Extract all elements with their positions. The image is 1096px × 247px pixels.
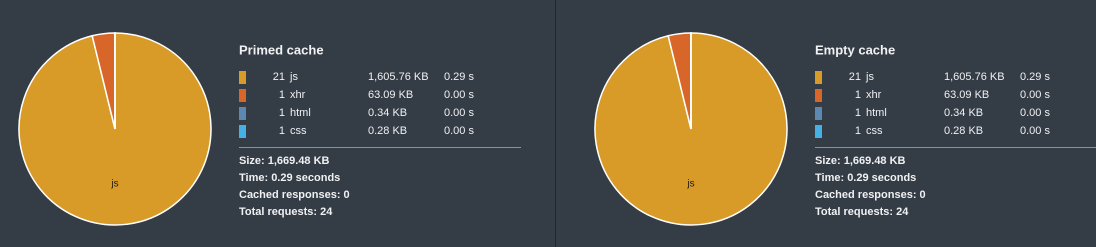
summary-line: Total requests: 24	[239, 206, 333, 218]
legend-type: css	[866, 125, 883, 137]
request-count: 21	[273, 71, 285, 83]
summary-line: Time: 0.29 seconds	[239, 172, 340, 184]
time-label: 0.00 s	[444, 107, 474, 119]
panel-title: Primed cache	[239, 42, 324, 57]
request-count: 1	[855, 125, 861, 137]
summary-line: Total requests: 24	[815, 206, 909, 218]
size-label: 63.09 KB	[368, 89, 413, 101]
summary-line: Cached responses: 0	[815, 189, 926, 201]
legend-type: js	[865, 71, 874, 83]
summary-line: Cached responses: 0	[239, 189, 350, 201]
summary-line: Time: 0.29 seconds	[815, 172, 916, 184]
pie-label: js	[110, 179, 118, 190]
time-label: 0.00 s	[444, 125, 474, 137]
summary-line: Size: 1,669.48 KB	[815, 155, 906, 167]
size-label: 1,605.76 KB	[944, 71, 1005, 83]
time-label: 0.00 s	[444, 89, 474, 101]
legend-swatch	[239, 125, 246, 138]
request-count: 1	[279, 89, 285, 101]
size-label: 0.34 KB	[368, 107, 407, 119]
pie-label: js	[686, 179, 694, 190]
size-label: 0.28 KB	[368, 125, 407, 137]
summary-line: Size: 1,669.48 KB	[239, 155, 330, 167]
request-count: 1	[855, 89, 861, 101]
size-label: 0.34 KB	[944, 107, 983, 119]
legend-type: html	[866, 107, 887, 119]
legend-swatch	[815, 125, 822, 138]
legend-swatch	[815, 89, 822, 102]
size-label: 1,605.76 KB	[368, 71, 429, 83]
request-count: 1	[855, 107, 861, 119]
legend-swatch	[815, 71, 822, 84]
size-label: 0.28 KB	[944, 125, 983, 137]
time-label: 0.00 s	[1020, 107, 1050, 119]
size-label: 63.09 KB	[944, 89, 989, 101]
time-label: 0.29 s	[1020, 71, 1050, 83]
legend-type: html	[290, 107, 311, 119]
legend-swatch	[239, 89, 246, 102]
legend-type: xhr	[290, 89, 306, 101]
legend-swatch	[815, 107, 822, 120]
legend-type: css	[290, 125, 307, 137]
panel-title: Empty cache	[815, 42, 895, 57]
request-count: 1	[279, 125, 285, 137]
legend-type: xhr	[866, 89, 882, 101]
time-label: 0.00 s	[1020, 89, 1050, 101]
request-count: 21	[849, 71, 861, 83]
time-label: 0.00 s	[1020, 125, 1050, 137]
request-count: 1	[279, 107, 285, 119]
legend-swatch	[239, 107, 246, 120]
time-label: 0.29 s	[444, 71, 474, 83]
legend-type: js	[289, 71, 298, 83]
legend-swatch	[239, 71, 246, 84]
